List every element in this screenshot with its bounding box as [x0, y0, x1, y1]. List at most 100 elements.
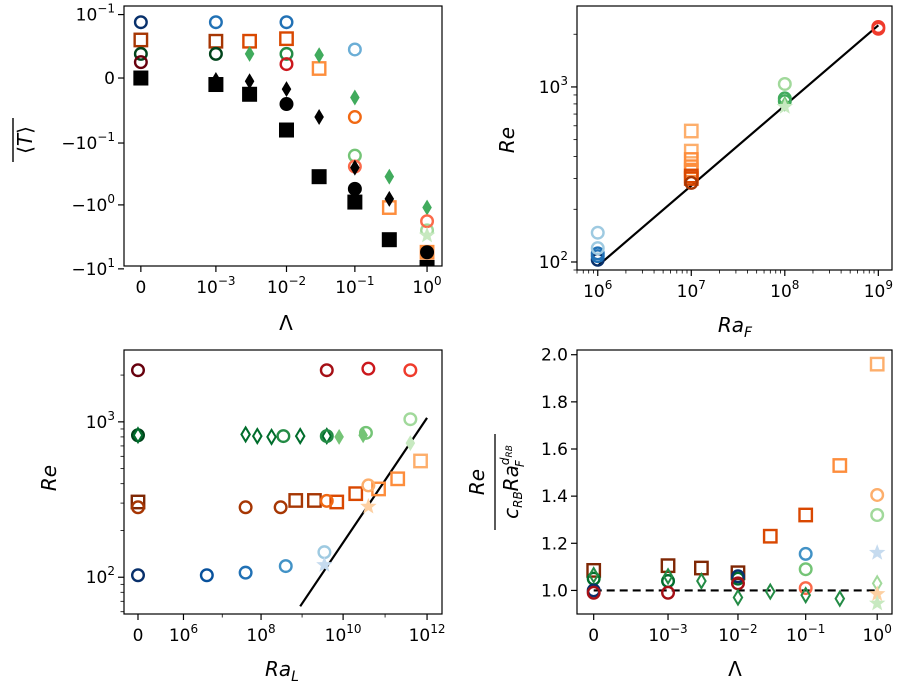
data-point	[244, 45, 255, 62]
data-point	[316, 556, 333, 572]
y-tick-label: −101	[71, 256, 115, 280]
data-point	[347, 181, 362, 196]
data-point	[403, 412, 418, 427]
data-point	[586, 562, 602, 578]
data-point	[868, 544, 886, 560]
data-point	[405, 435, 416, 452]
data-point	[133, 32, 149, 48]
data-point	[360, 497, 377, 514]
data-point	[347, 110, 362, 125]
bottom-right-xlabel: Λ	[728, 657, 742, 681]
y-tick-label: 1.8	[541, 393, 568, 413]
data-point	[384, 168, 395, 185]
plots-layer: 0 10−3 10−2 10−1 100 10−1 0 −10−1 −100 −101 106 107…	[61, 2, 893, 646]
data-point	[130, 500, 145, 515]
x-tick-label: 10−1	[335, 274, 374, 298]
y-tick-label: 1.0	[541, 581, 568, 601]
x-tick-label: 10−2	[267, 274, 306, 298]
data-point	[319, 493, 334, 508]
data-point	[832, 458, 848, 473]
data-point	[314, 47, 324, 64]
x-tick-label: 1010	[325, 622, 362, 646]
data-point	[133, 46, 148, 61]
data-point	[276, 429, 291, 444]
data-point	[590, 246, 605, 261]
data-point	[358, 425, 373, 440]
y-tick-label: 102	[539, 249, 568, 273]
data-point	[281, 81, 292, 98]
data-layer	[130, 361, 428, 607]
data-point	[870, 487, 885, 502]
reference-line	[299, 417, 428, 607]
top-left-ylabel: ⟨T⟩	[12, 118, 37, 162]
data-point	[279, 46, 294, 61]
data-point	[242, 33, 257, 49]
y-tick-label: −10−1	[61, 130, 115, 154]
x-tick-label: 10−2	[718, 622, 757, 646]
data-point	[278, 122, 294, 138]
svg-text:Λ: Λ	[279, 311, 293, 335]
data-point	[279, 31, 294, 47]
data-point	[133, 70, 149, 86]
data-point	[319, 363, 334, 378]
top-right-ylabel: Re	[495, 127, 519, 153]
panel-bl: 0 106 108 1010 1012 102 103	[86, 349, 446, 646]
x-tick-label: 0	[133, 626, 144, 646]
data-point	[279, 97, 294, 112]
data-layer	[133, 15, 436, 266]
top-left-xlabel: Λ	[279, 311, 293, 335]
x-tick-label: 100	[863, 622, 892, 646]
data-point	[266, 427, 277, 446]
y-tick-label: 1.2	[541, 534, 568, 554]
data-point	[279, 57, 294, 72]
svg-text:Re: Re	[37, 465, 61, 491]
axes-frame	[123, 349, 443, 615]
data-point	[384, 190, 395, 207]
data-point	[764, 582, 776, 601]
data-point	[350, 89, 360, 106]
y-tick-label: 0	[104, 69, 115, 89]
data-point	[279, 15, 294, 30]
data-point	[381, 232, 397, 248]
data-point	[730, 569, 745, 584]
data-point	[762, 528, 778, 544]
bottom-left-xlabel: RaL	[265, 657, 299, 685]
y-tick-label: 1.6	[541, 440, 568, 460]
svg-text:⟨T⟩: ⟨T⟩	[13, 126, 37, 154]
data-point	[199, 568, 214, 583]
panel-tl: 0 10−3 10−2 10−1 100 10−1 0 −10−1 −100 −101	[61, 2, 443, 298]
x-tick-label: 108	[770, 278, 799, 302]
svg-text:RaL: RaL	[265, 657, 299, 685]
data-point	[208, 46, 223, 61]
data-point	[834, 589, 846, 608]
bottom-left-ylabel: Re	[37, 465, 61, 491]
data-point	[588, 566, 600, 585]
data-point	[132, 426, 144, 445]
data-point	[278, 559, 293, 574]
data-point	[868, 594, 886, 611]
svg-text:Λ: Λ	[728, 657, 742, 681]
bottom-right-ylabel: Re cRBRadRBF	[465, 434, 527, 530]
data-point	[661, 585, 676, 600]
x-tick-label: 10−3	[196, 274, 235, 298]
top-right-xlabel: RaF	[718, 313, 753, 341]
x-tick-label: 1012	[409, 622, 446, 646]
data-point	[798, 581, 813, 596]
data-point	[208, 15, 223, 30]
data-point	[586, 585, 601, 600]
data-point	[133, 15, 148, 30]
data-point	[347, 42, 362, 57]
axes-frame	[576, 5, 893, 271]
data-point	[776, 98, 794, 114]
data-point	[683, 123, 699, 139]
x-tick-label: 109	[864, 278, 893, 302]
data-point	[130, 363, 145, 378]
data-point	[590, 225, 605, 240]
data-point	[273, 500, 288, 515]
data-point	[240, 425, 251, 444]
data-point	[361, 361, 376, 376]
data-point	[662, 567, 674, 586]
reference-line	[597, 24, 880, 267]
data-point	[777, 76, 792, 91]
data-point	[244, 73, 255, 90]
